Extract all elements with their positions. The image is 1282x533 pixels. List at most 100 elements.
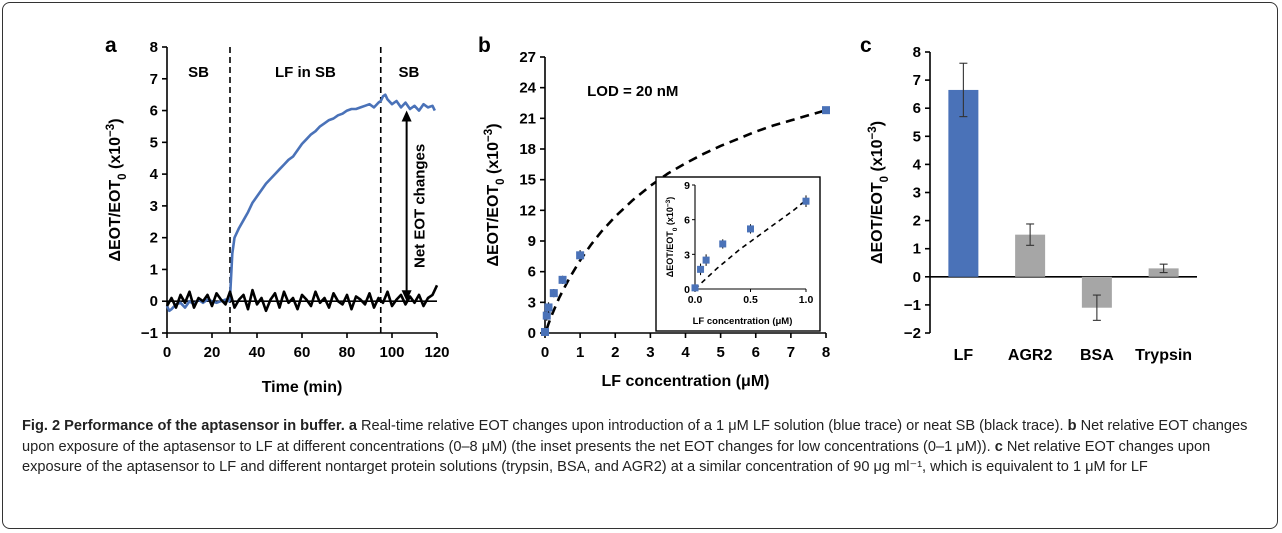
panel-b-data-point — [822, 106, 830, 115]
panel-b-inset-ytick-label: 3 — [684, 249, 690, 261]
panel-c-ylabel: ΔEOT/EOT0 (x10−3) — [867, 121, 891, 264]
panel-a-ytick-label: 5 — [150, 134, 158, 151]
panel-b-fit-curve — [545, 108, 827, 330]
panel-b-xlabel: LF concentration (μM) — [602, 373, 770, 390]
panel-c-letter: c — [860, 34, 872, 57]
panel-a-letter: a — [105, 34, 117, 57]
panel-b-inset-xtick-label: 1.0 — [799, 294, 814, 306]
panel-c-category-label: LF — [954, 347, 974, 364]
panel-b-inset-frame — [655, 176, 821, 332]
panel-a-arrow-head-up — [401, 110, 412, 122]
panel-c-ytick-label: 4 — [913, 156, 922, 173]
panel-a-xtick-label: 0 — [163, 344, 171, 361]
panel-b-inset-fit-curve — [694, 199, 807, 290]
figure-caption: Fig. 2 Performance of the aptasensor in … — [22, 416, 1262, 478]
panel-b-data-point — [544, 303, 553, 312]
panel-b-inset-data-point — [719, 240, 727, 248]
panel-b-ytick-label: 15 — [519, 172, 536, 189]
panel-b-data-point — [576, 251, 585, 260]
panel-a-xtick-label: 40 — [249, 344, 266, 361]
panel-c-ytick-label: 1 — [913, 241, 921, 258]
panel-a-ytick-label: 1 — [150, 261, 158, 278]
panel-a-region-label: LF in SB — [275, 64, 336, 81]
panel-b-xtick-label: 7 — [787, 344, 795, 361]
panel-a-xtick-label: 20 — [204, 344, 221, 361]
panel-c-ytick-label: 6 — [913, 100, 921, 117]
panel-b-ytick-label: 27 — [519, 49, 536, 66]
panel-b-inset-data-point — [747, 225, 754, 233]
panel-b-inset-ylabel: ΔEOT/EOT0 (x10−3) — [665, 197, 679, 278]
panel-c-ytick-label: 3 — [913, 185, 921, 202]
panel-a-series-sb — [165, 284, 439, 313]
panel-c-bar-lf — [948, 89, 979, 277]
panel-b-xtick-label: 3 — [646, 344, 654, 361]
panel-b-inset-data-point — [802, 197, 810, 205]
panel-c-category-label: Trypsin — [1135, 347, 1192, 364]
panel-a-ylabel: ΔEOT/EOT0 (x10−3) — [105, 118, 129, 261]
panel-c-ytick-label: −1 — [904, 297, 921, 314]
panel-b-ytick-label: 12 — [519, 202, 536, 219]
panel-a-region-label: SB — [188, 64, 209, 81]
panel-a-region-label: SB — [398, 64, 419, 81]
panel-b-xtick-label: 6 — [752, 344, 760, 361]
panel-b-data-point — [558, 275, 567, 284]
panel-a-ytick-label: 2 — [150, 230, 158, 247]
panel-b-inset-ytick-label: 9 — [684, 180, 690, 192]
panel-b-xtick-label: 8 — [822, 344, 830, 361]
panel-b-inset-data-point — [691, 284, 699, 292]
panel-b-xtick-label: 4 — [681, 344, 690, 361]
caption-label: Fig. 2 Performance of the aptasensor in … — [22, 418, 345, 434]
panel-b-inset-xtick-label: 0.0 — [688, 294, 703, 306]
panel-b-ytick-label: 21 — [519, 110, 536, 127]
panel-b-ytick-label: 9 — [528, 233, 536, 250]
panel-c-ytick-label: 8 — [913, 44, 921, 61]
panel-b-inset-ytick-label: 6 — [684, 215, 690, 227]
panel-b-ytick-label: 3 — [528, 294, 536, 311]
panel-b-ytick-label: 0 — [528, 325, 536, 342]
panel-a-xtick-label: 60 — [294, 344, 311, 361]
panel-a-ytick-label: 0 — [150, 293, 158, 310]
panel-b-annotation: LOD = 20 nM — [587, 83, 678, 100]
caption-a-text: Real-time relative EOT changes upon intr… — [361, 418, 1064, 434]
panel-a-ytick-label: −1 — [141, 325, 158, 342]
panel-b-inset-xlabel: LF concentration (μM) — [693, 316, 793, 327]
caption-b-text: Net relative EOT changes upon exposure o… — [22, 418, 1248, 455]
panel-b-inset-ytick-label: 0 — [684, 284, 690, 296]
panel-a-series-lf — [165, 93, 436, 313]
panel-a-ytick-label: 8 — [150, 39, 158, 56]
panel-b-xtick-label: 5 — [716, 344, 724, 361]
panel-a-ytick-label: 7 — [150, 71, 158, 88]
panel-c-category-label: AGR2 — [1008, 347, 1053, 364]
panel-a-xtick-label: 100 — [379, 344, 404, 361]
panel-b-xtick-label: 1 — [576, 344, 584, 361]
panel-b-ytick-label: 24 — [519, 80, 536, 97]
caption-a-tag: a — [348, 418, 357, 434]
panel-b-data-point — [542, 311, 551, 320]
panel-c-ytick-label: −2 — [904, 325, 921, 342]
caption-b-tag: b — [1067, 418, 1077, 434]
panel-c-ytick-label: 5 — [913, 128, 921, 145]
panel-c-category-label: BSA — [1080, 347, 1114, 364]
caption-c-tag: c — [994, 438, 1003, 455]
panel-a-ytick-label: 6 — [150, 103, 158, 120]
panel-b-data-point — [549, 289, 558, 298]
panel-c-ytick-label: 0 — [913, 269, 921, 286]
panel-b-xtick-label: 2 — [611, 344, 619, 361]
panel-c-ytick-label: 7 — [913, 72, 921, 89]
panel-b-inset-xtick-label: 0.5 — [743, 294, 758, 306]
panel-b-xtick-label: 0 — [541, 344, 549, 361]
panel-b-ylabel: ΔEOT/EOT0 (x10−3) — [483, 123, 507, 266]
panel-a-ytick-label: 4 — [150, 166, 159, 183]
panel-b-data-point — [541, 327, 549, 336]
panel-a-xtick-label: 120 — [424, 344, 449, 361]
panel-a-arrow-head-down — [401, 290, 412, 302]
panel-a-ytick-label: 3 — [150, 198, 158, 215]
panel-a-annotation: Net EOT changes — [412, 144, 429, 268]
panel-c-ytick-label: 2 — [913, 213, 921, 230]
panel-b-ytick-label: 18 — [519, 141, 536, 158]
panel-a-xtick-label: 80 — [339, 344, 356, 361]
panel-b-ytick-label: 6 — [528, 264, 536, 281]
caption-c-text: Net relative EOT changes upon exposure o… — [22, 438, 1211, 476]
